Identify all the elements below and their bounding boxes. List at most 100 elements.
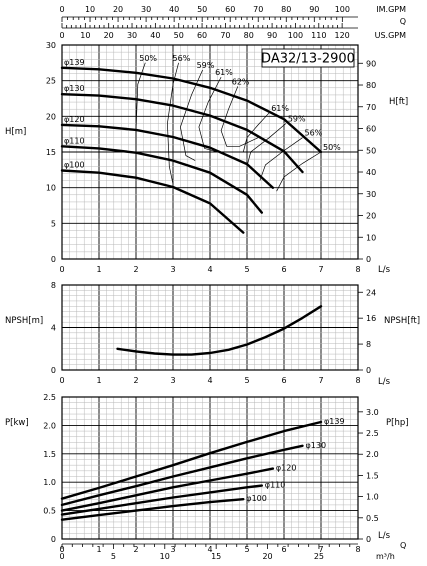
npsh-ft-axis-ticks: 0 8 16 24 — [358, 288, 376, 375]
impeller-diameter-label: φ139 — [64, 58, 85, 67]
bottom-q-label: Q — [400, 541, 406, 550]
curve-series-3 — [60, 123, 275, 189]
us-gpm-tick-label: 80 — [244, 31, 254, 40]
y2-tick-label: 20 — [366, 212, 376, 221]
head-ft-axis-label: H[ft] — [389, 97, 408, 107]
top-flow-scales: 0 10 20 30 40 50 60 70 80 90 100 0 10 20 30 40 50 60 70 80 9… — [59, 5, 358, 40]
efficiency-label: 61% — [215, 68, 233, 77]
x-tick-label: 5 — [244, 376, 249, 385]
bottom-m3h-unit-label: m³/h — [376, 552, 395, 561]
y2-tick-label: 10 — [366, 233, 376, 242]
x-tick-label: 6 — [281, 545, 286, 554]
y2-tick-label: 80 — [366, 81, 376, 90]
x-tick-label: 0 — [59, 545, 64, 554]
impeller-diameter-label: φ139 — [324, 417, 345, 426]
y2-tick-label: 0 — [366, 535, 371, 544]
y2-tick-label: 0 — [366, 366, 371, 375]
efficiency-contour — [180, 69, 203, 161]
us-gpm-tick-label: 40 — [150, 31, 160, 40]
efficiency-label: 59% — [288, 114, 306, 123]
x-tick-label: 8 — [355, 545, 360, 554]
impeller-diameter-label: φ100 — [246, 494, 267, 503]
power-hp-axis-label: P[hp] — [386, 418, 409, 428]
power-kw-axis-label: P[kw] — [5, 418, 29, 428]
y2-tick-label: 30 — [366, 190, 376, 199]
x-tick-label: 1 — [96, 265, 101, 274]
y2-tick-label: 0.5 — [366, 514, 379, 523]
x-tick-label: 8 — [355, 376, 360, 385]
curve-series-5 — [60, 498, 245, 521]
efficiency-contour — [220, 86, 259, 147]
efficiency-contour — [198, 76, 222, 153]
curve-series-5 — [60, 169, 245, 234]
y-tick-label: 20 — [46, 112, 56, 121]
y2-tick-label: 60 — [366, 125, 376, 134]
imp-gpm-tick-label: 90 — [309, 5, 319, 14]
y-tick-label: 30 — [46, 41, 56, 50]
us-gpm-tick-label: 60 — [197, 31, 207, 40]
curve-series-2 — [60, 93, 304, 174]
y-tick-label: 4 — [51, 324, 56, 333]
power-panel-frame — [61, 396, 359, 540]
head-ft-axis-ticks: 0 10 20 30 40 50 60 70 80 90 — [358, 59, 376, 264]
x-tick-label: 3 — [170, 265, 175, 274]
efficiency-label: 56% — [173, 54, 191, 63]
curve-series-3 — [60, 467, 275, 512]
head-flow-axis-label: L/s — [378, 265, 391, 275]
imp-gpm-tick-label: 70 — [253, 5, 263, 14]
npsh-curves — [116, 305, 323, 356]
x-tick-label: 2 — [133, 265, 138, 274]
m3h-tick-label: 25 — [314, 552, 324, 561]
power-curves: φ139 φ130 φ120 φ110 φ100 — [60, 417, 345, 521]
head-panel-frame — [61, 44, 359, 260]
y2-tick-label: 1.0 — [366, 493, 379, 502]
imp-gpm-tick-label: 80 — [281, 5, 291, 14]
efficiency-label: 56% — [305, 129, 323, 138]
y-tick-label: 1.0 — [43, 478, 56, 487]
y-tick-label: 0 — [51, 366, 56, 375]
model-title-box — [261, 48, 355, 68]
impeller-diameter-label: φ120 — [276, 464, 297, 473]
power-flow-axis-label: L/s — [378, 531, 391, 541]
x-tick-label: 7 — [318, 376, 323, 385]
q-top-label: Q — [400, 17, 406, 26]
x-tick-label: 8 — [355, 265, 360, 274]
y2-tick-label: 50 — [366, 146, 376, 155]
us-gpm-tick-label: 10 — [80, 31, 90, 40]
us-gpm-tick-label: 0 — [59, 31, 64, 40]
head-m-axis-ticks: 0 5 10 15 20 25 30 — [46, 41, 56, 264]
bottom-m3h-scale: 0 5 10 15 20 25 — [59, 543, 358, 561]
y-tick-label: 25 — [46, 77, 56, 86]
x-tick-label: 1 — [96, 545, 101, 554]
y2-tick-label: 16 — [366, 314, 376, 323]
efficiency-contour — [242, 112, 270, 153]
y2-tick-label: 2.5 — [366, 429, 379, 438]
impeller-diameter-label: φ120 — [64, 115, 85, 124]
us-gpm-tick-label: 30 — [127, 31, 137, 40]
npsh-panel-frame — [61, 284, 359, 371]
npsh-flow-axis-label: L/s — [378, 377, 391, 387]
us-gpm-tick-label: 20 — [104, 31, 114, 40]
efficiency-label: 61% — [271, 104, 289, 113]
npsh-grid — [61, 284, 359, 371]
power-hp-axis-ticks: 0 0.5 1.0 1.5 2.0 2.5 3.0 — [358, 408, 379, 544]
us-gpm-tick-label: 50 — [174, 31, 184, 40]
m3h-tick-label: 5 — [111, 552, 116, 561]
x-tick-label: 0 — [59, 376, 64, 385]
y2-tick-label: 0 — [366, 255, 371, 264]
m3h-tick-label: 15 — [211, 552, 221, 561]
us-gpm-tick-label: 100 — [288, 31, 303, 40]
curve-series-1 — [60, 420, 323, 500]
imp-gpm-tick-label: 10 — [85, 5, 95, 14]
head-m-axis-label: H[m] — [5, 127, 26, 137]
y2-tick-label: 40 — [366, 168, 376, 177]
npsh-ft-axis-label: NPSH[ft] — [384, 316, 420, 326]
y-tick-label: 0.5 — [43, 507, 56, 516]
y-tick-label: 5 — [51, 219, 56, 228]
x-tick-label: 0 — [59, 265, 64, 274]
x-tick-label: 4 — [207, 545, 212, 554]
imp-gpm-tick-label: 60 — [225, 5, 235, 14]
y-tick-label: 0 — [51, 255, 56, 264]
